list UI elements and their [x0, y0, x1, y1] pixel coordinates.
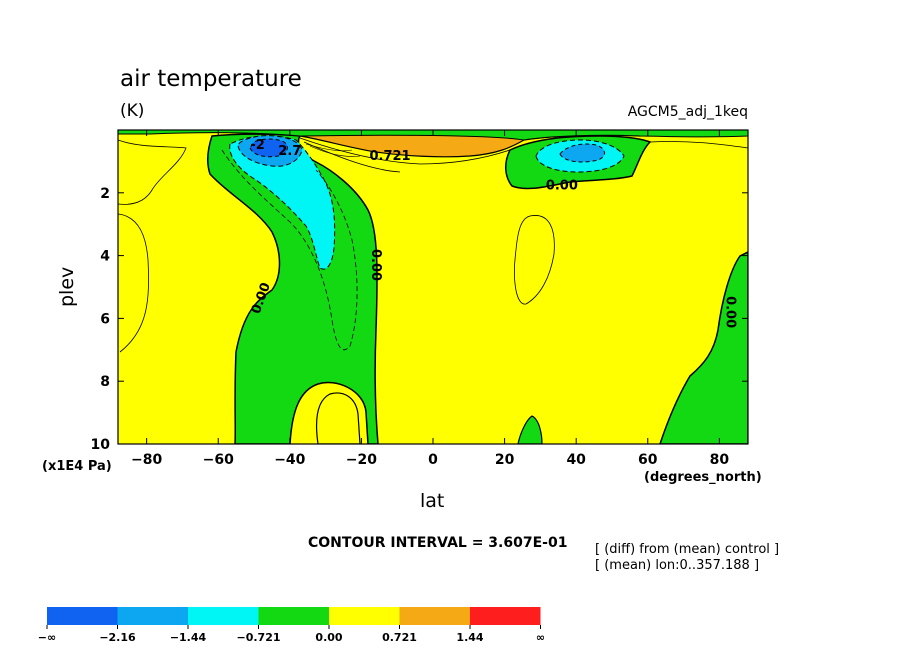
colorbar-label: 0.721: [382, 631, 417, 644]
contour-label: 2.7: [278, 144, 301, 159]
colorbar-swatch: [47, 607, 118, 625]
x-tick-label: −80: [131, 452, 162, 468]
chart-title: air temperature: [120, 66, 302, 92]
x-tick-label: 20: [495, 452, 515, 468]
colorbar-label: −1.44: [170, 631, 207, 644]
colorbar-label: 0.00: [315, 631, 342, 644]
colorbar-swatch: [188, 607, 259, 625]
x-tick-label: −60: [203, 452, 234, 468]
colorbar-label: 1.44: [456, 631, 483, 644]
x-tick-label: −20: [346, 452, 377, 468]
y-tick-label: 6: [100, 311, 110, 327]
contour-line: [299, 137, 511, 165]
x-tick-label: 40: [566, 452, 586, 468]
x-tick-label: 0: [428, 452, 438, 468]
region-neg-nh-core: [559, 143, 605, 163]
units-label: (K): [120, 101, 145, 121]
region-neg-sh: [207, 133, 379, 444]
colorbar-swatch: [470, 607, 541, 625]
region-neg-bottom-right: [659, 251, 748, 444]
x-tick-label: 80: [710, 452, 730, 468]
run-label: AGCM5_adj_1keq: [627, 104, 748, 120]
y-tick-label: 8: [100, 374, 110, 390]
colorbar-label: −0.721: [236, 631, 280, 644]
region-neg-bottom-mid: [315, 392, 361, 444]
contour-label: 0.00: [723, 296, 738, 328]
y-tick-label: 4: [100, 249, 110, 265]
contour-interval-label: CONTOUR INTERVAL = 3.607E-01: [308, 535, 568, 551]
contour-line: [221, 149, 358, 351]
contour-label: 0.00: [368, 249, 383, 281]
x-tick-label: 60: [638, 452, 658, 468]
contour-line: [303, 141, 401, 173]
note-diff: [ (diff) from (mean) control ]: [595, 542, 780, 557]
colorbar-label: −2.16: [99, 631, 136, 644]
region-neg-bottom-left: [517, 415, 543, 444]
x-tick-label: −40: [274, 452, 305, 468]
contour-line: [305, 143, 353, 152]
colorbar-swatch: [329, 607, 400, 625]
y-units-label: (x1E4 Pa): [42, 459, 112, 474]
colorbar-swatch: [258, 607, 329, 625]
region-neg-sh-core2: [249, 138, 288, 158]
contour-label: -2: [250, 138, 264, 153]
contour-line: [309, 145, 361, 157]
y-tick-label: 2: [100, 186, 110, 202]
colorbar-swatch: [399, 607, 470, 625]
contour-line: [118, 213, 149, 353]
region-neg-sh-cyan: [229, 135, 336, 270]
y-tick-label: 10: [91, 437, 111, 453]
colorbar-label: −∞: [38, 631, 56, 644]
contour-line: [118, 139, 187, 205]
contour-label: 0.721: [369, 149, 410, 164]
x-units-label: (degrees_north): [644, 470, 762, 485]
contour-line: [649, 141, 748, 149]
colorbar-swatch: [117, 607, 188, 625]
note-mean: [ (mean) lon:0..357.188 ]: [595, 558, 760, 573]
x-axis-label: lat: [420, 490, 445, 512]
contour-label: 0.00: [546, 179, 578, 194]
colorbar-label: ∞: [536, 631, 545, 644]
contour-line: [514, 215, 555, 305]
